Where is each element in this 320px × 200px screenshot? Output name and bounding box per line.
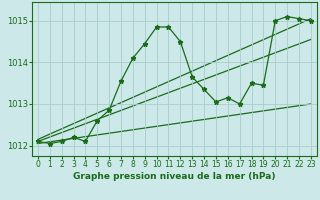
X-axis label: Graphe pression niveau de la mer (hPa): Graphe pression niveau de la mer (hPa) [73, 172, 276, 181]
